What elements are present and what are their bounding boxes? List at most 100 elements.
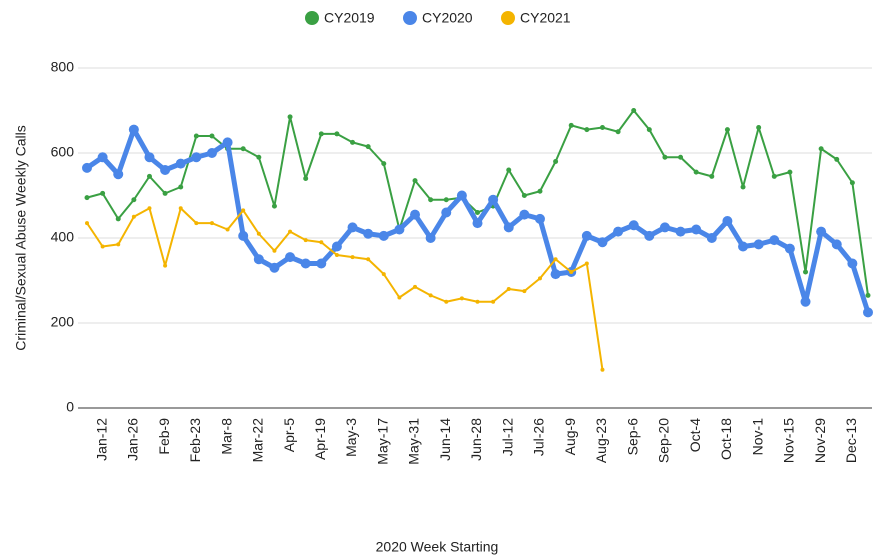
data-point [691, 224, 702, 235]
data-point [628, 220, 639, 231]
data-point [613, 226, 624, 237]
x-tick-label: Nov-1 [749, 418, 765, 456]
series-line [86, 109, 869, 296]
data-point [256, 231, 261, 236]
y-tick-label: 200 [51, 314, 75, 330]
data-point [428, 293, 433, 298]
data-point [771, 173, 777, 179]
data-point [397, 295, 402, 300]
data-point [144, 152, 155, 163]
y-tick-label: 600 [51, 144, 75, 160]
legend-swatch [403, 11, 417, 25]
data-point [240, 146, 246, 152]
y-axis-title: Criminal/Sexual Abuse Weekly Calls [13, 125, 29, 350]
data-point [191, 152, 202, 163]
x-tick-label: Mar-8 [218, 418, 234, 455]
x-tick-label: Jun-14 [437, 418, 453, 461]
legend-swatch [305, 11, 319, 25]
data-point [787, 169, 793, 175]
data-point [378, 230, 389, 241]
data-point [82, 162, 92, 173]
data-point [865, 292, 871, 298]
data-point [394, 224, 405, 235]
data-point [428, 197, 434, 203]
data-point [803, 269, 809, 275]
data-point [271, 203, 277, 209]
legend-label: CY2019 [324, 10, 375, 26]
data-point [425, 233, 436, 243]
data-point [569, 270, 574, 274]
data-point [456, 190, 467, 201]
data-point [522, 289, 527, 294]
data-point [553, 159, 559, 164]
data-point [834, 156, 840, 162]
x-tick-label: Feb-23 [187, 418, 203, 463]
x-tick-label: Sep-20 [656, 418, 672, 463]
data-point [303, 176, 309, 181]
data-point [206, 148, 217, 158]
y-tick-label: 400 [51, 229, 75, 245]
data-point [831, 239, 842, 250]
data-point [334, 131, 340, 137]
data-point [316, 258, 327, 269]
data-point [738, 241, 749, 252]
data-point [444, 299, 449, 304]
x-tick-label: Oct-18 [718, 418, 734, 460]
data-point [131, 214, 136, 219]
data-point [784, 243, 795, 254]
x-tick-label: May-3 [343, 418, 359, 457]
data-point [84, 195, 90, 201]
data-point [553, 257, 558, 262]
data-point [847, 258, 858, 269]
data-point [491, 299, 496, 304]
data-point [97, 152, 108, 163]
x-tick-label: Aug-9 [562, 418, 578, 456]
data-point [381, 272, 386, 277]
data-point [334, 253, 339, 257]
data-point [537, 188, 543, 194]
x-tick-label: Sep-6 [624, 418, 640, 456]
data-point [178, 206, 183, 211]
x-tick-label: May-17 [374, 418, 390, 465]
x-axis-title: 2020 Week Starting [376, 539, 499, 555]
data-point [319, 240, 324, 245]
data-point [441, 207, 452, 218]
data-point [222, 137, 233, 148]
data-point [116, 242, 121, 247]
data-point [863, 307, 873, 318]
data-point [115, 216, 121, 222]
data-point [678, 154, 684, 160]
x-tick-label: Dec-13 [843, 418, 859, 463]
data-point [363, 228, 374, 239]
data-point [160, 165, 171, 175]
data-point [175, 158, 186, 169]
data-point [366, 257, 371, 262]
data-point [113, 169, 124, 180]
data-point [100, 190, 106, 196]
data-point [537, 276, 542, 281]
data-point [550, 269, 561, 280]
data-point [800, 296, 811, 307]
legend-swatch [501, 11, 515, 25]
x-tick-label: Apr-5 [281, 418, 297, 452]
data-point [475, 210, 480, 215]
x-tick-label: Jan-26 [125, 418, 141, 461]
data-point [300, 258, 311, 269]
data-point [597, 237, 608, 248]
data-point [584, 127, 590, 133]
data-point [662, 154, 668, 160]
data-point [724, 127, 730, 133]
data-point [350, 255, 355, 260]
data-point [131, 197, 137, 203]
data-point [412, 178, 418, 184]
data-point [285, 252, 296, 263]
legend-label: CY2020 [422, 10, 473, 26]
data-point [253, 254, 264, 265]
y-tick-label: 800 [51, 59, 75, 75]
x-tick-label: Mar-22 [250, 418, 266, 463]
data-point [256, 154, 262, 160]
x-tick-label: Feb-9 [156, 418, 172, 455]
data-point [194, 221, 199, 226]
data-point [162, 190, 168, 196]
